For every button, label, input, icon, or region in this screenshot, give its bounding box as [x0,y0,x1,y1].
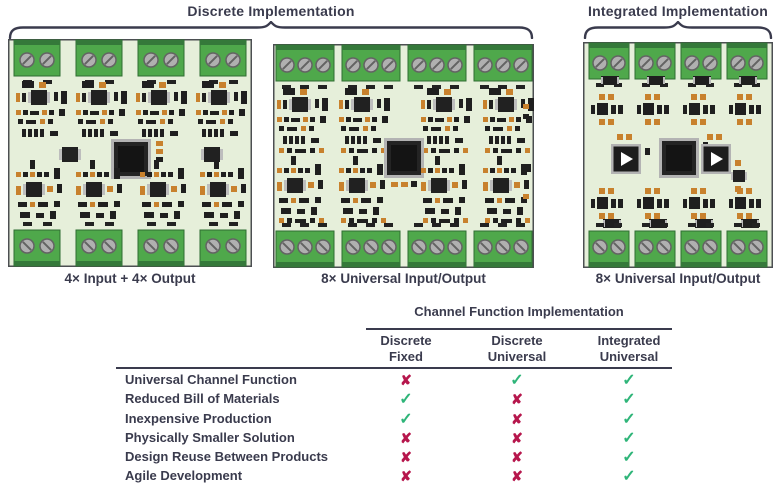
check-icon: ✓ [510,372,524,389]
table-row: Inexpensive Production ✓ ✘ ✓ [116,410,672,429]
board-caption-integrated-universal: 8× Universal Input/Output [595,271,761,286]
qfp-chip-icon [384,138,424,178]
table-title: Channel Function Implementation [414,304,624,319]
row-label: Agile Development [125,468,243,484]
cross-icon: ✘ [511,468,523,485]
triangle-ic-icon [701,144,731,174]
integrated-brace [583,21,773,39]
cross-icon: ✘ [400,429,412,446]
check-icon: ✓ [622,429,636,447]
column-header-line: Integrated [597,333,661,348]
table-row: Physically Smaller Solution ✘ ✘ ✓ [116,429,672,448]
soic-chip-icon [731,170,747,182]
row-label: Universal Channel Function [125,372,297,387]
table-row: Agile Development ✘ ✘ ✓ [116,467,672,486]
cross-icon: ✘ [511,449,523,466]
title-rule [366,328,672,330]
row-label: Design Reuse Between Products [125,449,328,465]
cross-icon: ✘ [511,391,523,408]
cross-icon: ✘ [400,468,412,485]
soic-chip-icon [59,147,81,162]
row-label: Inexpensive Production [125,410,272,426]
row-label: Physically Smaller Solution [125,429,295,445]
cross-icon: ✘ [400,372,412,388]
cross-icon: ✘ [511,410,523,427]
column-header-discrete-fixed: Discrete Fixed [346,333,466,365]
comparison-table: Universal Channel Function ✘ ✓ ✓ Reduced… [116,371,672,487]
check-icon: ✓ [622,391,636,409]
qfp-chip-icon [659,138,699,178]
table-row: Design Reuse Between Products ✘ ✘ ✓ [116,448,672,467]
check-icon: ✓ [622,449,636,467]
column-header-line: Universal [487,349,547,364]
check-icon: ✓ [399,410,413,428]
row-label: Reduced Bill of Materials [125,391,280,407]
cross-icon: ✘ [400,449,412,466]
soic-chip-icon [201,147,223,162]
cross-icon: ✘ [511,429,523,446]
header-rule [116,367,672,369]
check-icon: ✓ [399,391,413,409]
group-label-discrete: Discrete Implementation [187,3,355,19]
table-row: Reduced Bill of Materials ✓ ✘ ✓ [116,390,672,409]
pcb-board-discrete-universal [273,44,534,268]
column-header-discrete-universal: Discrete Universal [457,333,577,365]
column-header-line: Universal [599,349,659,364]
column-header-line: Discrete [380,333,432,348]
triangle-ic-icon [611,144,641,174]
pcb-board-integrated-universal [583,42,773,268]
check-icon: ✓ [622,372,636,389]
check-icon: ✓ [622,468,636,486]
group-label-integrated: Integrated Implementation [587,3,769,19]
discrete-brace [8,21,534,39]
column-header-line: Fixed [389,349,423,364]
pcb-board-discrete-fixed [8,39,252,267]
board-caption-discrete-universal: 8× Universal Input/Output [321,271,486,286]
table-row: Universal Channel Function ✘ ✓ ✓ [116,371,672,390]
column-header-integrated-universal: Integrated Universal [569,333,689,365]
check-icon: ✓ [622,410,636,428]
column-header-line: Discrete [491,333,543,348]
board-caption-discrete-fixed: 4× Input + 4× Output [64,271,196,286]
